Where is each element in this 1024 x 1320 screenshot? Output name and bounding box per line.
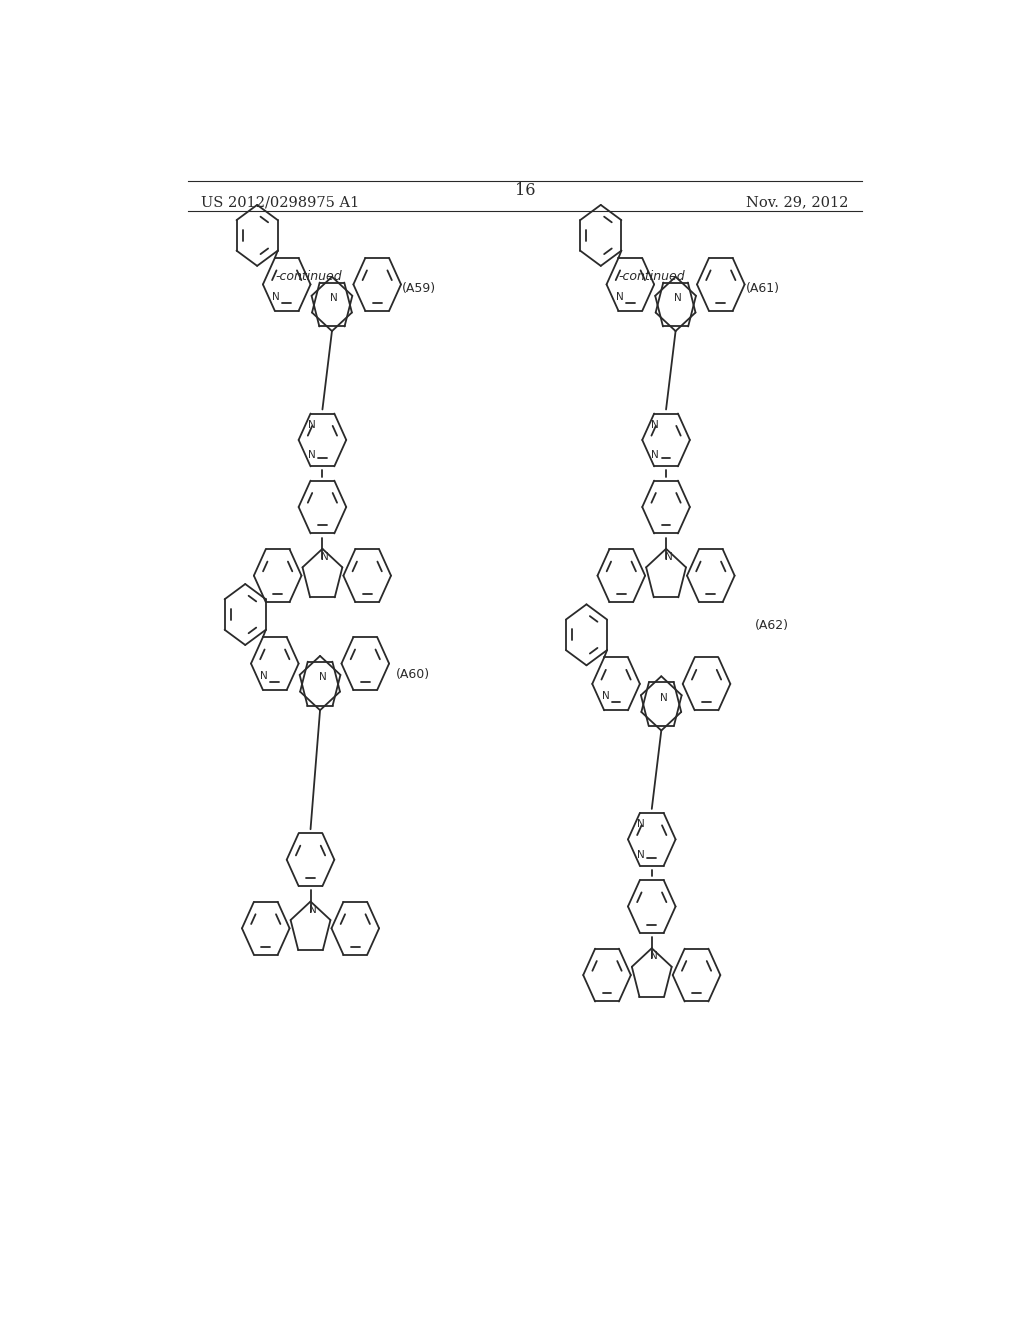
Text: (A59): (A59) — [401, 282, 436, 294]
Text: N: N — [309, 904, 316, 915]
Text: N: N — [318, 672, 327, 682]
Text: (A61): (A61) — [745, 282, 779, 294]
Text: N: N — [674, 293, 682, 304]
Text: N: N — [602, 692, 609, 701]
Text: 16: 16 — [514, 182, 536, 199]
Text: N: N — [637, 850, 645, 859]
Text: N: N — [659, 693, 668, 702]
Text: -continued: -continued — [275, 269, 342, 282]
Text: N: N — [637, 820, 645, 829]
Text: (A62): (A62) — [755, 619, 788, 632]
Text: N: N — [307, 420, 315, 429]
Text: Nov. 29, 2012: Nov. 29, 2012 — [746, 195, 849, 209]
Text: -continued: -continued — [618, 269, 685, 282]
Text: N: N — [307, 450, 315, 461]
Text: N: N — [651, 420, 659, 429]
Text: N: N — [665, 552, 673, 562]
Text: N: N — [272, 292, 281, 302]
Text: N: N — [650, 952, 658, 961]
Text: N: N — [321, 552, 329, 562]
Text: US 2012/0298975 A1: US 2012/0298975 A1 — [201, 195, 359, 209]
Text: N: N — [616, 292, 624, 302]
Text: N: N — [651, 450, 659, 461]
Text: (A60): (A60) — [396, 668, 430, 681]
Text: N: N — [331, 293, 338, 304]
Text: N: N — [260, 671, 268, 681]
